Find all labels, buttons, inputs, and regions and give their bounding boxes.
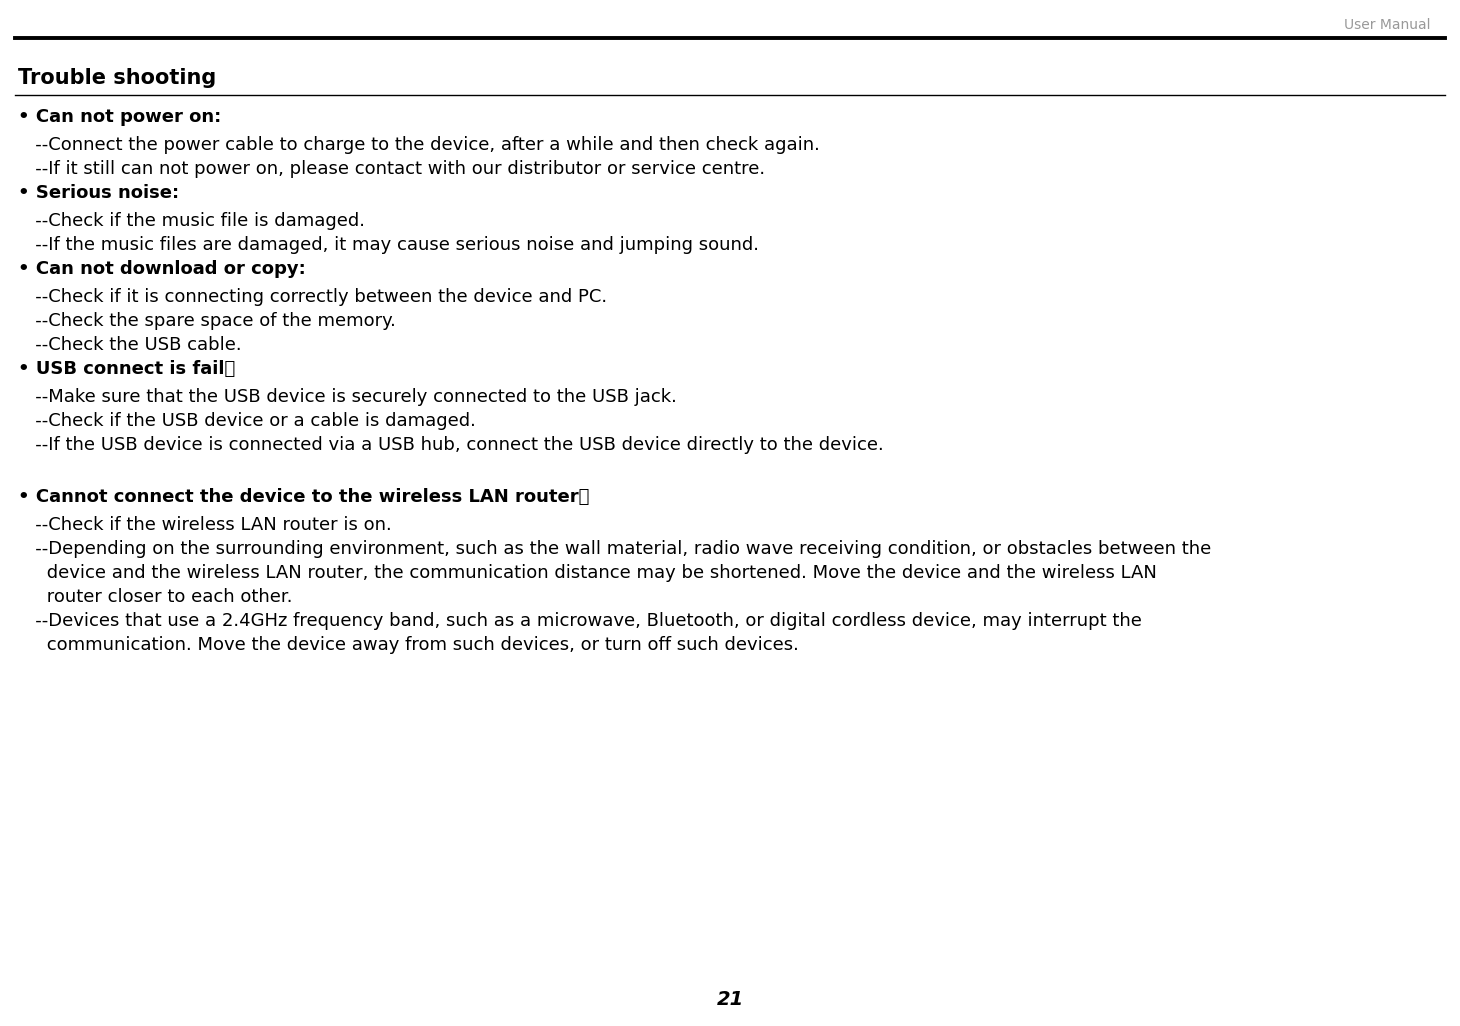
Text: • Serious noise:: • Serious noise: xyxy=(18,184,180,202)
Text: communication. Move the device away from such devices, or turn off such devices.: communication. Move the device away from… xyxy=(18,636,799,654)
Text: • USB connect is fail：: • USB connect is fail： xyxy=(18,360,235,378)
Text: Trouble shooting: Trouble shooting xyxy=(18,68,216,88)
Text: --Check if the wireless LAN router is on.: --Check if the wireless LAN router is on… xyxy=(18,516,391,534)
Text: --Connect the power cable to charge to the device, after a while and then check : --Connect the power cable to charge to t… xyxy=(18,136,821,154)
Text: --Check the USB cable.: --Check the USB cable. xyxy=(18,336,241,354)
Text: --Check if the music file is damaged.: --Check if the music file is damaged. xyxy=(18,212,365,230)
Text: --Depending on the surrounding environment, such as the wall material, radio wav: --Depending on the surrounding environme… xyxy=(18,540,1212,558)
Text: router closer to each other.: router closer to each other. xyxy=(18,588,292,606)
Text: • Can not download or copy:: • Can not download or copy: xyxy=(18,260,305,278)
Text: --If the USB device is connected via a USB hub, connect the USB device directly : --If the USB device is connected via a U… xyxy=(18,436,883,453)
Text: --Check if it is connecting correctly between the device and PC.: --Check if it is connecting correctly be… xyxy=(18,288,607,306)
Text: --If the music files are damaged, it may cause serious noise and jumping sound.: --If the music files are damaged, it may… xyxy=(18,236,759,254)
Text: --If it still can not power on, please contact with our distributor or service c: --If it still can not power on, please c… xyxy=(18,160,765,177)
Text: • Can not power on:: • Can not power on: xyxy=(18,108,222,126)
Text: --Check if the USB device or a cable is damaged.: --Check if the USB device or a cable is … xyxy=(18,412,476,430)
Text: --Make sure that the USB device is securely connected to the USB jack.: --Make sure that the USB device is secur… xyxy=(18,388,677,406)
Text: device and the wireless LAN router, the communication distance may be shortened.: device and the wireless LAN router, the … xyxy=(18,564,1156,582)
Text: --Devices that use a 2.4GHz frequency band, such as a microwave, Bluetooth, or d: --Devices that use a 2.4GHz frequency ba… xyxy=(18,611,1142,630)
Text: --Check the spare space of the memory.: --Check the spare space of the memory. xyxy=(18,312,396,330)
Text: 21: 21 xyxy=(717,990,743,1009)
Text: User Manual: User Manual xyxy=(1343,18,1429,32)
Text: • Cannot connect the device to the wireless LAN router：: • Cannot connect the device to the wirel… xyxy=(18,488,590,506)
